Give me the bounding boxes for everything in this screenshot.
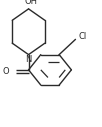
Text: Cl: Cl bbox=[79, 32, 87, 41]
Text: N: N bbox=[25, 55, 32, 64]
Text: OH: OH bbox=[24, 0, 37, 6]
Text: O: O bbox=[3, 67, 9, 76]
